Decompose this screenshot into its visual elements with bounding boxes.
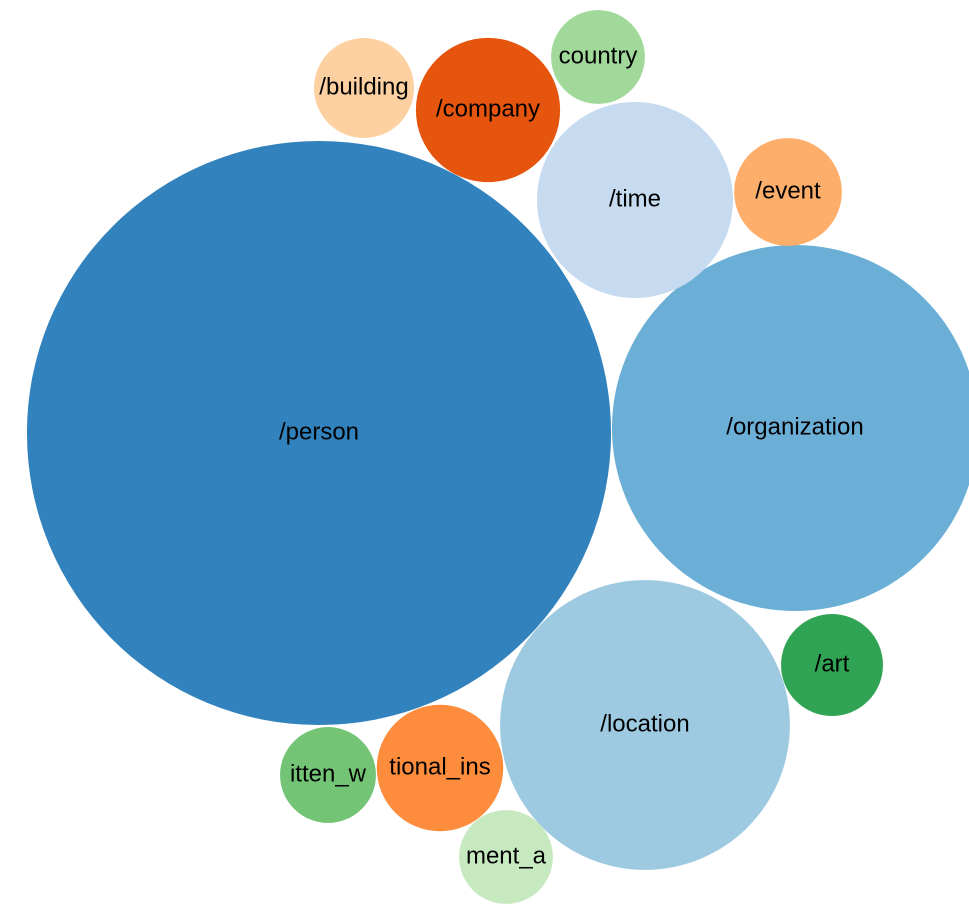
bubble-circle — [551, 10, 645, 104]
bubble: /time — [537, 102, 733, 298]
bubble-circle — [612, 245, 969, 611]
bubble-circle — [537, 102, 733, 298]
bubble-label: /organization — [726, 413, 863, 440]
bubble: itten_w — [280, 727, 376, 823]
bubble-circle — [314, 38, 414, 138]
bubble-label: /person — [279, 418, 359, 445]
bubble: tional_ins — [376, 704, 504, 832]
bubble: /company — [415, 37, 561, 183]
bubble-circle — [280, 727, 376, 823]
bubble-label: /company — [436, 95, 540, 122]
bubble-label: /building — [319, 73, 408, 100]
bubble-label: /event — [755, 177, 821, 204]
bubble-circle — [26, 140, 612, 726]
bubble: /building — [314, 38, 414, 138]
bubble: country — [551, 10, 645, 104]
bubble: /event — [734, 138, 842, 246]
bubble: /person — [26, 140, 612, 726]
bubble-label: ment_a — [466, 842, 547, 869]
bubble-label: /art — [815, 650, 850, 677]
bubble: /art — [781, 614, 883, 716]
bubble: ment_a — [459, 810, 553, 904]
bubble-label: country — [559, 42, 638, 69]
bubble-circle — [781, 614, 883, 716]
bubble-circle — [459, 810, 553, 904]
bubble-label: /location — [600, 710, 689, 737]
bubble: /location — [500, 580, 790, 870]
bubble: /organization — [612, 245, 969, 611]
bubble-label: tional_ins — [389, 753, 490, 780]
bubble-circle — [376, 704, 504, 832]
bubble-circle — [734, 138, 842, 246]
bubble-circle — [500, 580, 790, 870]
bubble-label: itten_w — [290, 760, 367, 787]
bubble-label: /time — [609, 185, 661, 212]
bubble-circle — [415, 37, 561, 183]
